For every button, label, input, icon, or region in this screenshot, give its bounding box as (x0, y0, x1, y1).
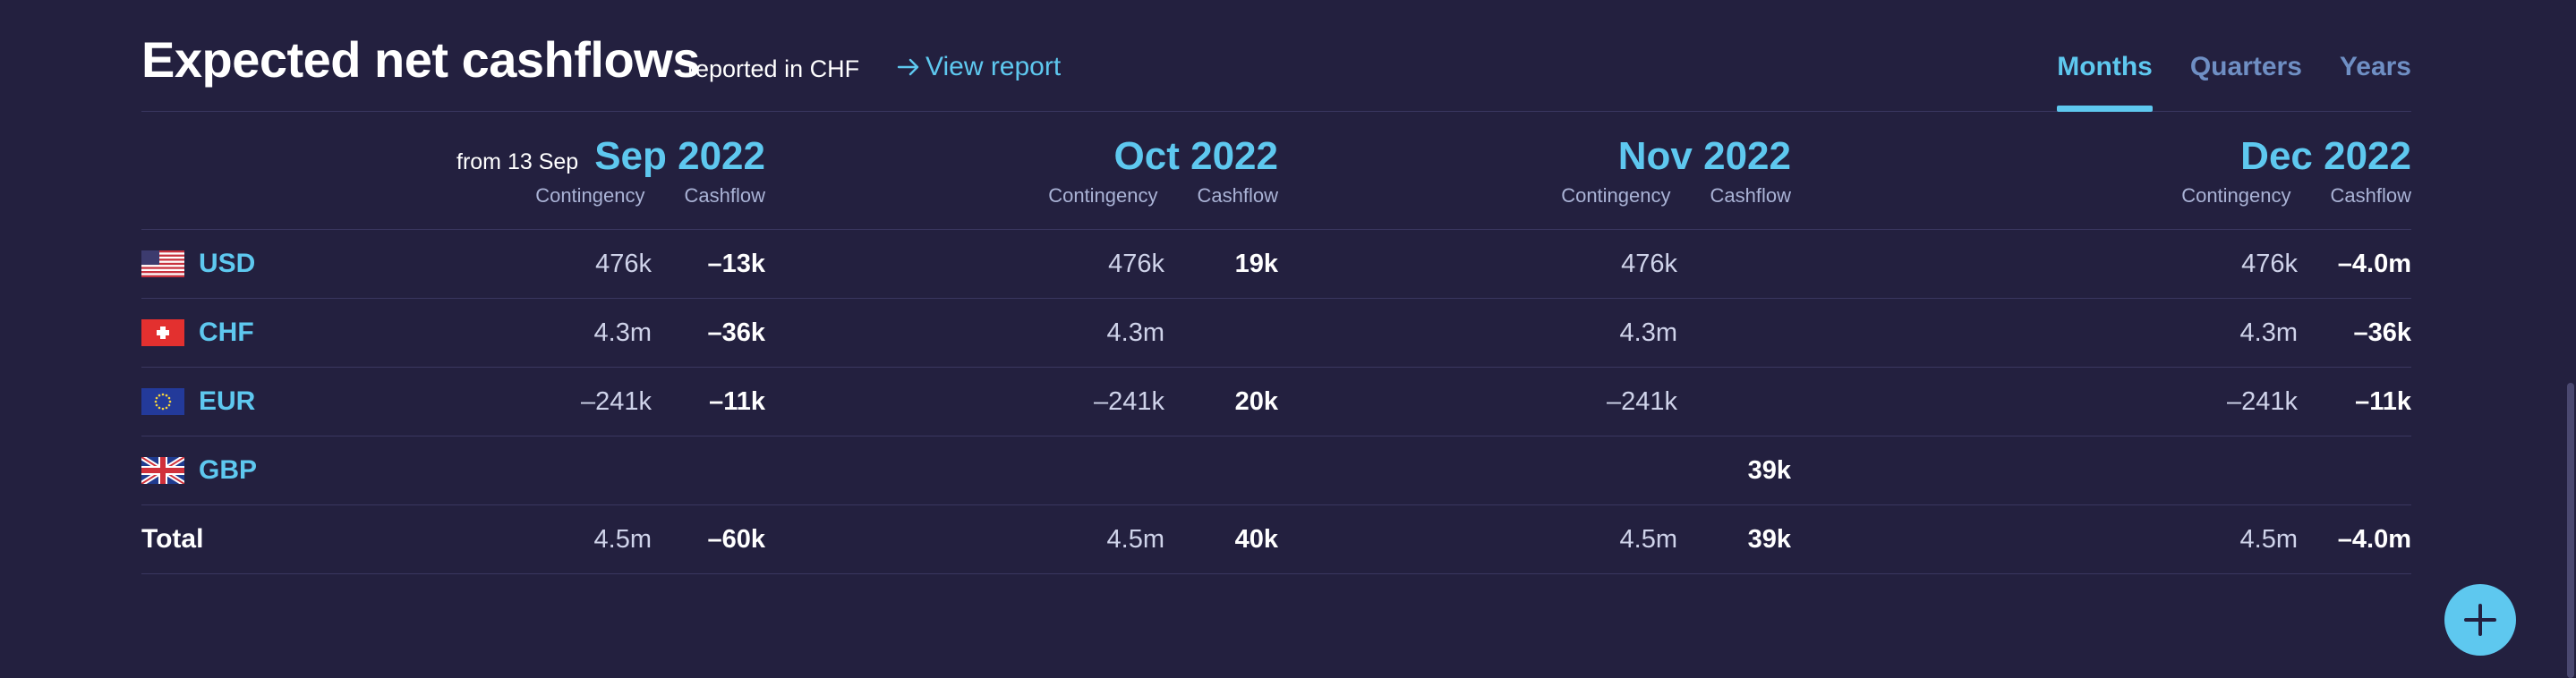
column-header-sep-2022: from 13 Sep Sep 2022 Contingency Cashflow (456, 134, 765, 208)
table-row-usd[interactable]: USD 476k –13k 476k 19k 476k 476k –4.0m (141, 230, 2411, 299)
contingency-total: 4.5m (1619, 525, 1677, 554)
table-row-total: Total 4.5m –60k 4.5m 40k 4.5m 39k 4.5m –… (141, 505, 2411, 574)
scrollbar-thumb[interactable] (2567, 383, 2574, 678)
currency-code: CHF (199, 318, 254, 347)
arrow-right-icon (897, 58, 919, 76)
header-divider (141, 229, 2411, 230)
contingency-value: –241k (1606, 387, 1677, 416)
contingency-value: 476k (2241, 250, 2298, 278)
cashflow-total: –60k (707, 525, 765, 554)
contingency-value: 476k (1108, 250, 1164, 278)
us-flag-icon (141, 250, 184, 277)
month-label: Nov 2022 (1617, 134, 1791, 178)
plus-icon (2464, 604, 2496, 636)
table-row-gbp[interactable]: GBP 39k (141, 436, 2411, 505)
table-row-eur[interactable]: EUR –241k –11k –241k 20k –241k –241k –11… (141, 368, 2411, 436)
contingency-value: 4.3m (593, 318, 652, 347)
reporting-currency-note: reported in CHF (687, 55, 860, 82)
tab-years[interactable]: Years (2339, 52, 2411, 81)
ch-flag-icon (141, 319, 184, 346)
cashflow-value: 19k (1234, 250, 1278, 278)
contingency-value: 4.3m (1619, 318, 1677, 347)
cashflow-total: 40k (1234, 525, 1278, 554)
currency-code: GBP (199, 455, 258, 485)
cashflow-value: –13k (707, 250, 765, 278)
tab-quarters[interactable]: Quarters (2189, 52, 2302, 81)
cashflow-header: Cashflow (1197, 184, 1278, 207)
month-label: Dec 2022 (2240, 134, 2411, 178)
contingency-value: 476k (1621, 250, 1677, 278)
view-report-link[interactable]: View report (895, 52, 1061, 82)
from-date-label: from 13 Sep (456, 149, 579, 174)
cashflow-value: –36k (2353, 318, 2411, 347)
contingency-value: –241k (2226, 387, 2298, 416)
cashflow-value: –11k (709, 387, 765, 416)
gb-flag-icon (141, 457, 184, 484)
cashflow-value: 39k (1747, 456, 1791, 485)
tab-months[interactable]: Months (2057, 52, 2153, 112)
column-header-nov-2022: Nov 2022 Contingency Cashflow (1561, 134, 1791, 208)
cashflow-value: –4.0m (2337, 250, 2411, 278)
period-tabs: Months Quarters Years (2019, 52, 2411, 112)
currency-code: USD (199, 249, 256, 278)
month-label: Sep 2022 (594, 134, 765, 178)
view-report-label: View report (925, 52, 1062, 81)
cashflow-panel: Expected net cashflows reported in CHF V… (141, 0, 2411, 574)
contingency-header: Contingency (1561, 184, 1671, 207)
contingency-header: Contingency (2181, 184, 2291, 207)
page-title: Expected net cashflows (141, 31, 700, 88)
cashflow-header: Cashflow (2330, 184, 2411, 207)
table-row-chf[interactable]: CHF 4.3m –36k 4.3m 4.3m 4.3m –36k (141, 299, 2411, 368)
panel-header: Expected net cashflows reported in CHF V… (141, 0, 2411, 112)
column-header-dec-2022: Dec 2022 Contingency Cashflow (2181, 134, 2411, 208)
contingency-value: 4.3m (1106, 318, 1164, 347)
month-label: Oct 2022 (1113, 134, 1278, 178)
contingency-header: Contingency (1048, 184, 1158, 207)
cashflow-value: –36k (707, 318, 765, 347)
contingency-value: –241k (1093, 387, 1164, 416)
contingency-total: 4.5m (1106, 525, 1164, 554)
currency-code: EUR (199, 386, 256, 416)
contingency-value: –241k (580, 387, 652, 416)
total-label: Total (141, 524, 204, 554)
cashflow-header: Cashflow (1710, 184, 1791, 207)
contingency-total: 4.5m (2239, 525, 2298, 554)
contingency-value: 476k (595, 250, 652, 278)
cashflow-total: 39k (1747, 525, 1791, 554)
cashflow-header: Cashflow (684, 184, 765, 207)
eu-flag-icon (141, 388, 184, 415)
contingency-value: 4.3m (2239, 318, 2298, 347)
cashflow-value: 20k (1234, 387, 1278, 416)
add-button[interactable] (2444, 584, 2516, 656)
cashflow-total: –4.0m (2337, 525, 2411, 554)
column-header-oct-2022: Oct 2022 Contingency Cashflow (1048, 134, 1278, 208)
contingency-header: Contingency (535, 184, 645, 207)
cashflow-value: –11k (2355, 387, 2411, 416)
contingency-total: 4.5m (593, 525, 652, 554)
